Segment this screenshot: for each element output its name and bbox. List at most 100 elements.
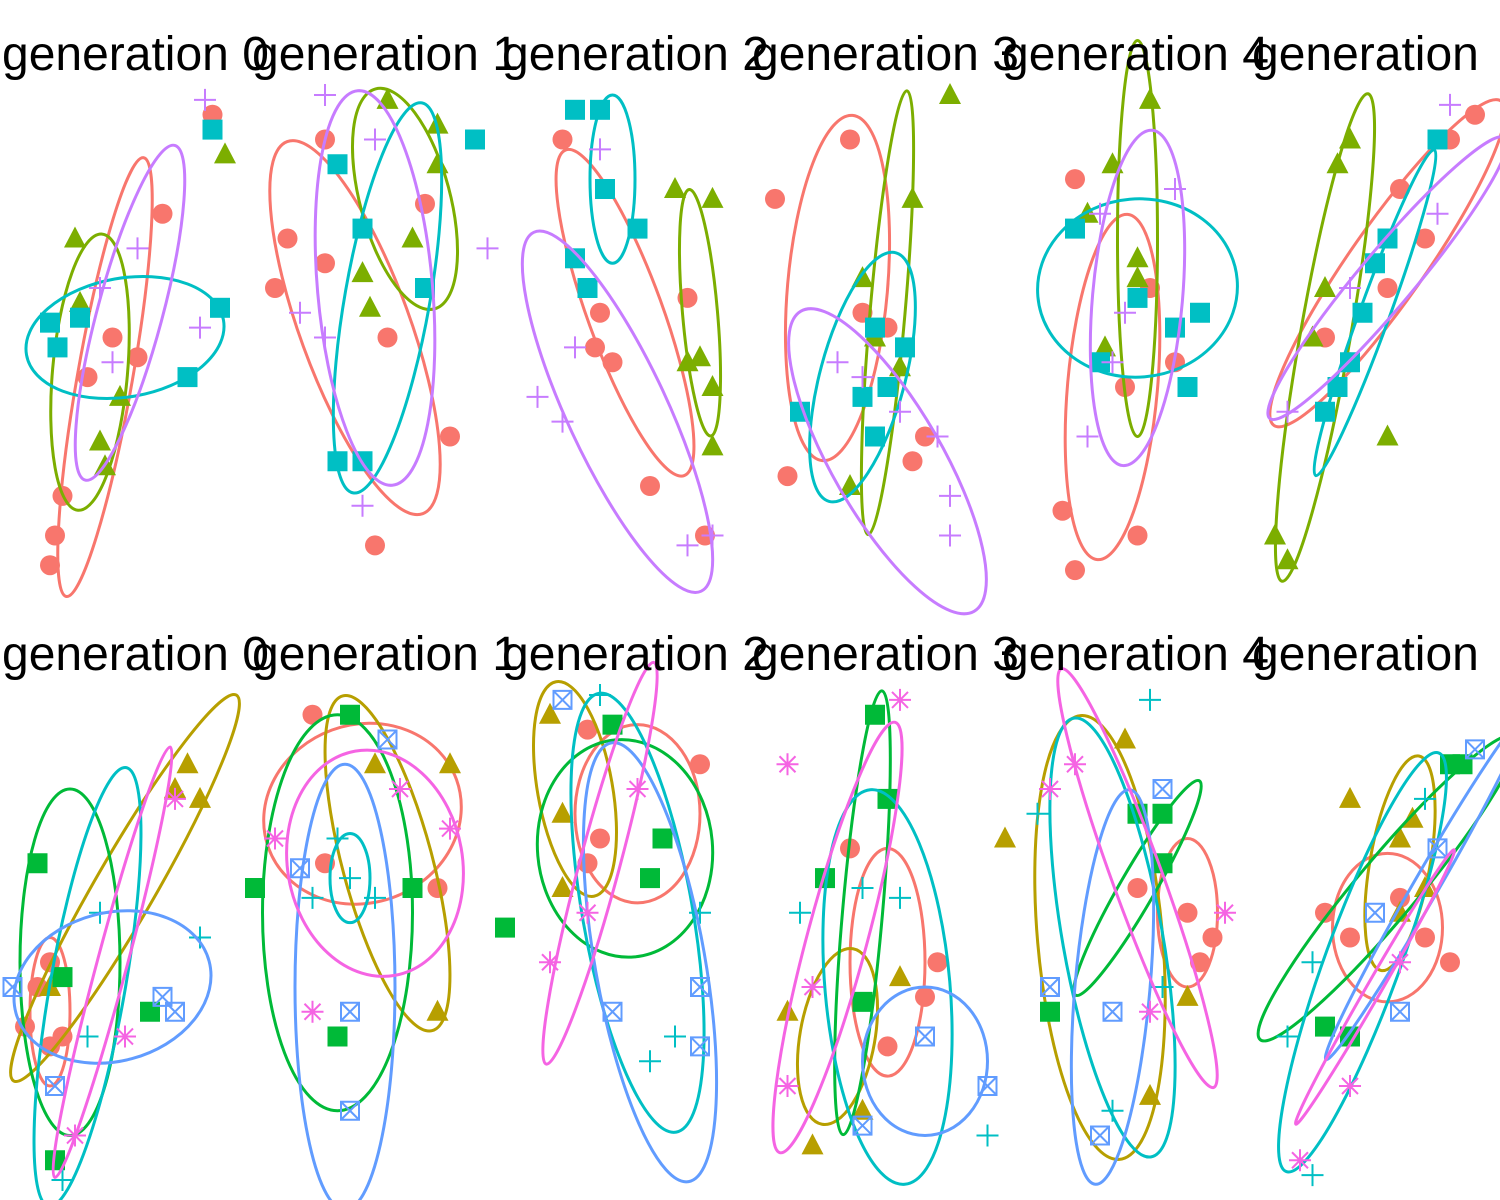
- panel-title: generation 4: [1002, 628, 1269, 681]
- panel-0-1: [265, 83, 499, 556]
- point-C-3: [210, 297, 230, 318]
- point-D-2: [664, 1025, 686, 1048]
- point-B-0: [939, 82, 961, 104]
- point-F-3: [776, 1075, 799, 1097]
- panel-0-0: [24, 88, 236, 599]
- panel-title: generation 3: [752, 628, 1019, 681]
- point-D-2: [89, 277, 111, 299]
- ellipse-C: [261, 713, 414, 1113]
- panel-1-2: [495, 660, 719, 1184]
- point-F-0: [889, 688, 911, 711]
- point-A-3: [265, 278, 285, 298]
- ellipse-A: [554, 147, 696, 478]
- point-A-4: [915, 426, 935, 447]
- point-D-3: [976, 1124, 999, 1147]
- point-B-0: [889, 965, 911, 987]
- point-D-1: [189, 926, 211, 949]
- point-C-1: [895, 337, 915, 358]
- point-C-2: [815, 868, 835, 889]
- point-C-5: [1177, 377, 1198, 397]
- panel-title: generation 3: [752, 28, 1019, 81]
- point-D-1: [364, 128, 386, 151]
- point-C-0: [327, 154, 348, 175]
- point-B-0: [364, 752, 386, 774]
- ellipse-D: [328, 832, 372, 925]
- point-F-2: [439, 817, 461, 840]
- ellipse-B: [532, 680, 618, 898]
- point-E-1: [1040, 977, 1060, 997]
- panel-title: generation 2: [502, 628, 769, 681]
- point-D-0: [1164, 178, 1186, 200]
- point-E-0: [1152, 779, 1173, 799]
- point-B-3: [1126, 246, 1149, 268]
- point-F-1: [264, 827, 286, 850]
- point-C-2: [877, 377, 898, 397]
- point-A-3: [877, 1036, 898, 1057]
- point-A-6: [365, 535, 385, 556]
- point-A-1: [1177, 902, 1198, 923]
- chart-row-0: [24, 39, 1500, 616]
- panel-title: generation 2: [502, 28, 769, 81]
- panel-title: generation: [1252, 28, 1479, 81]
- ellipse-A: [262, 721, 463, 906]
- panel-title: generation 0: [2, 28, 269, 81]
- point-D-2: [526, 385, 549, 408]
- ellipse-C: [808, 250, 917, 504]
- point-B-2: [401, 226, 424, 248]
- point-C-3: [1040, 1001, 1060, 1022]
- point-D-3: [101, 351, 124, 374]
- point-D-3: [1301, 1164, 1324, 1187]
- point-F-1: [576, 901, 599, 924]
- point-A-5: [777, 466, 798, 487]
- point-C-1: [1152, 803, 1173, 824]
- ellipse-F: [541, 660, 659, 1066]
- point-D-3: [639, 1050, 661, 1073]
- point-C-0: [1427, 129, 1448, 150]
- point-C-1: [352, 218, 373, 239]
- point-B-0: [1139, 87, 1161, 109]
- point-D-2: [476, 237, 499, 260]
- point-A-6: [585, 337, 605, 358]
- point-A-2: [315, 253, 335, 274]
- panel-0-3: [765, 82, 988, 616]
- point-B-3: [801, 1133, 824, 1155]
- point-C-4: [1090, 352, 1110, 373]
- point-C-2: [595, 179, 615, 199]
- ellipse-D: [1266, 135, 1500, 422]
- point-C-1: [52, 967, 73, 988]
- point-C-4: [202, 119, 223, 140]
- point-C-5: [177, 367, 198, 388]
- point-D-0: [1414, 787, 1436, 810]
- point-E-2: [602, 1001, 623, 1022]
- point-B-0: [1114, 727, 1136, 749]
- point-D-4: [939, 484, 961, 507]
- point-B-0: [1339, 127, 1361, 149]
- point-D-2: [889, 400, 911, 423]
- point-F-2: [539, 951, 561, 974]
- ellipse-C: [1256, 733, 1500, 1043]
- point-B-6: [1276, 548, 1299, 570]
- point-B-0: [1339, 786, 1361, 808]
- point-F-0: [164, 787, 186, 810]
- ellipse-C: [588, 93, 637, 265]
- ellipse-B: [49, 232, 131, 512]
- point-B-4: [1126, 266, 1149, 288]
- point-C-1: [402, 878, 423, 898]
- point-B-2: [851, 1098, 874, 1120]
- point-A-4: [640, 476, 660, 496]
- ellipse-C: [24, 274, 226, 401]
- point-B-2: [109, 384, 131, 406]
- ellipse-D: [821, 788, 954, 1186]
- ellipse-D: [1048, 716, 1177, 1159]
- point-D-1: [851, 366, 874, 389]
- ellipse-D: [569, 691, 706, 1134]
- point-B-1: [994, 826, 1016, 848]
- point-F-1: [114, 1025, 136, 1048]
- point-C-2: [47, 337, 68, 358]
- point-A-1: [927, 952, 948, 973]
- point-C-2: [245, 878, 265, 898]
- point-F-1: [776, 753, 799, 776]
- point-A-1: [690, 754, 710, 775]
- point-A-5: [1127, 525, 1148, 546]
